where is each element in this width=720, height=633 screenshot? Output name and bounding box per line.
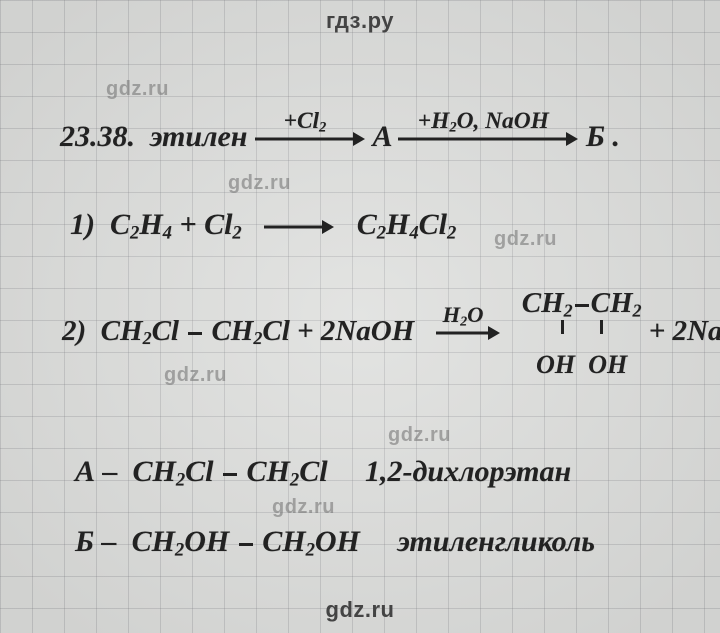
watermark: gdz.ru <box>228 172 291 195</box>
eq-index: 2) <box>62 315 86 347</box>
bond-icon <box>188 332 202 335</box>
problem-number: 23.38. <box>60 120 135 153</box>
arrow-1: +Cl2 <box>255 124 365 154</box>
reaction-arrow: H2O <box>436 319 500 348</box>
reaction-arrow <box>264 212 334 242</box>
bond-icon <box>223 473 237 476</box>
watermark: gdz.ru <box>388 424 451 447</box>
equation-2: 2) CH2Cl CH2Cl + 2NaOH H2O CH2CH2 OH OH … <box>62 288 720 378</box>
page-header: гдз.ру <box>0 8 720 34</box>
answer-label: Б – <box>75 525 117 558</box>
compound-A: A <box>372 120 390 153</box>
problem-line: 23.38. этилен +Cl2 A +H2O, NaOH Б . <box>60 120 620 154</box>
word-ethylene: этилен <box>150 120 247 153</box>
glycol-structure: CH2CH2 OH OH <box>522 288 642 378</box>
arrow-2: +H2O, NaOH <box>398 124 578 154</box>
bond-icon <box>239 543 253 546</box>
compound-name: 1,2-дихлорэтан <box>365 455 571 488</box>
compound-B: Б . <box>586 120 620 153</box>
answer-B: Б – CH2OH CH2OH этиленгликоль <box>75 525 595 562</box>
answer-label: А – <box>75 455 118 488</box>
watermark: gdz.ru <box>272 496 335 519</box>
answer-A: А – CH2Cl CH2Cl 1,2-дихлорэтан <box>75 455 571 492</box>
watermark: gdz.ru <box>106 78 169 101</box>
watermark: gdz.ru <box>494 228 557 251</box>
page-footer: gdz.ru <box>0 597 720 623</box>
eq-index: 1) <box>70 208 95 241</box>
compound-name: этиленгликоль <box>397 525 595 558</box>
equation-1: 1) C2H4 + Cl2 C2H4Cl2 <box>70 208 456 245</box>
